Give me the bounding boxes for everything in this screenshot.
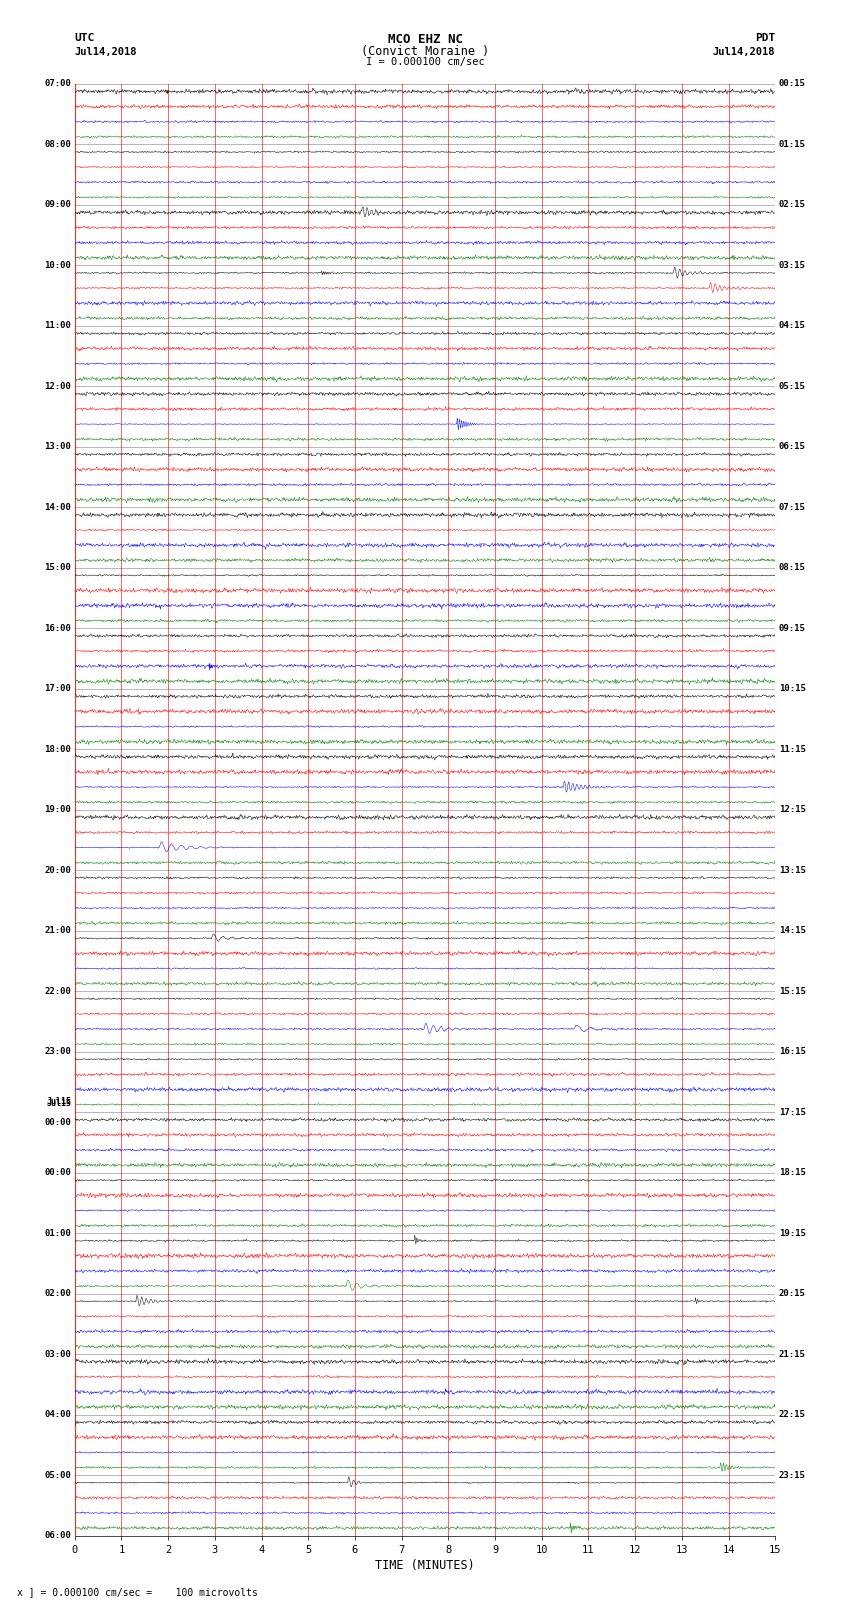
Text: 12:00: 12:00 bbox=[44, 382, 71, 390]
Text: 03:00: 03:00 bbox=[44, 1350, 71, 1358]
Text: 21:15: 21:15 bbox=[779, 1350, 806, 1358]
Text: UTC: UTC bbox=[75, 32, 95, 44]
Text: 10:15: 10:15 bbox=[779, 684, 806, 694]
Text: 11:00: 11:00 bbox=[44, 321, 71, 331]
Text: 23:15: 23:15 bbox=[779, 1471, 806, 1479]
Text: Jul15: Jul15 bbox=[46, 1097, 71, 1107]
Text: 04:15: 04:15 bbox=[779, 321, 806, 331]
Text: 23:00: 23:00 bbox=[44, 1047, 71, 1057]
Text: 20:00: 20:00 bbox=[44, 866, 71, 874]
Text: 22:15: 22:15 bbox=[779, 1410, 806, 1419]
Text: I = 0.000100 cm/sec: I = 0.000100 cm/sec bbox=[366, 58, 484, 68]
Text: x ] = 0.000100 cm/sec =    100 microvolts: x ] = 0.000100 cm/sec = 100 microvolts bbox=[17, 1587, 258, 1597]
Text: 10:00: 10:00 bbox=[44, 261, 71, 269]
Text: Jul15: Jul15 bbox=[46, 1098, 71, 1108]
Text: Jul14,2018: Jul14,2018 bbox=[75, 47, 138, 56]
X-axis label: TIME (MINUTES): TIME (MINUTES) bbox=[375, 1558, 475, 1571]
Text: Jul14,2018: Jul14,2018 bbox=[712, 47, 775, 56]
Text: 19:15: 19:15 bbox=[779, 1229, 806, 1237]
Text: 13:15: 13:15 bbox=[779, 866, 806, 874]
Text: 05:00: 05:00 bbox=[44, 1471, 71, 1479]
Text: 07:15: 07:15 bbox=[779, 503, 806, 511]
Text: 09:00: 09:00 bbox=[44, 200, 71, 210]
Text: PDT: PDT bbox=[755, 32, 775, 44]
Text: 01:00: 01:00 bbox=[44, 1229, 71, 1237]
Text: 17:00: 17:00 bbox=[44, 684, 71, 694]
Text: 02:00: 02:00 bbox=[44, 1289, 71, 1298]
Text: 11:15: 11:15 bbox=[779, 745, 806, 753]
Text: 01:15: 01:15 bbox=[779, 140, 806, 148]
Text: 09:15: 09:15 bbox=[779, 624, 806, 632]
Text: 05:15: 05:15 bbox=[779, 382, 806, 390]
Text: MCO EHZ NC: MCO EHZ NC bbox=[388, 32, 462, 47]
Text: 16:15: 16:15 bbox=[779, 1047, 806, 1057]
Text: 00:15: 00:15 bbox=[779, 79, 806, 89]
Text: 06:15: 06:15 bbox=[779, 442, 806, 452]
Text: 02:15: 02:15 bbox=[779, 200, 806, 210]
Text: 07:00: 07:00 bbox=[44, 79, 71, 89]
Text: 13:00: 13:00 bbox=[44, 442, 71, 452]
Text: 14:00: 14:00 bbox=[44, 503, 71, 511]
Text: 12:15: 12:15 bbox=[779, 805, 806, 815]
Text: 18:15: 18:15 bbox=[779, 1168, 806, 1177]
Text: 19:00: 19:00 bbox=[44, 805, 71, 815]
Text: 22:00: 22:00 bbox=[44, 987, 71, 995]
Text: 06:00: 06:00 bbox=[44, 1531, 71, 1540]
Text: 18:00: 18:00 bbox=[44, 745, 71, 753]
Text: 21:00: 21:00 bbox=[44, 926, 71, 936]
Text: (Convict Moraine ): (Convict Moraine ) bbox=[361, 45, 489, 58]
Text: 00:00: 00:00 bbox=[44, 1168, 71, 1177]
Text: 08:15: 08:15 bbox=[779, 563, 806, 573]
Text: 03:15: 03:15 bbox=[779, 261, 806, 269]
Text: 16:00: 16:00 bbox=[44, 624, 71, 632]
Text: 20:15: 20:15 bbox=[779, 1289, 806, 1298]
Text: 08:00: 08:00 bbox=[44, 140, 71, 148]
Text: 00:00: 00:00 bbox=[44, 1118, 71, 1127]
Text: 15:00: 15:00 bbox=[44, 563, 71, 573]
Text: 14:15: 14:15 bbox=[779, 926, 806, 936]
Text: 04:00: 04:00 bbox=[44, 1410, 71, 1419]
Text: 17:15: 17:15 bbox=[779, 1108, 806, 1116]
Text: 15:15: 15:15 bbox=[779, 987, 806, 995]
